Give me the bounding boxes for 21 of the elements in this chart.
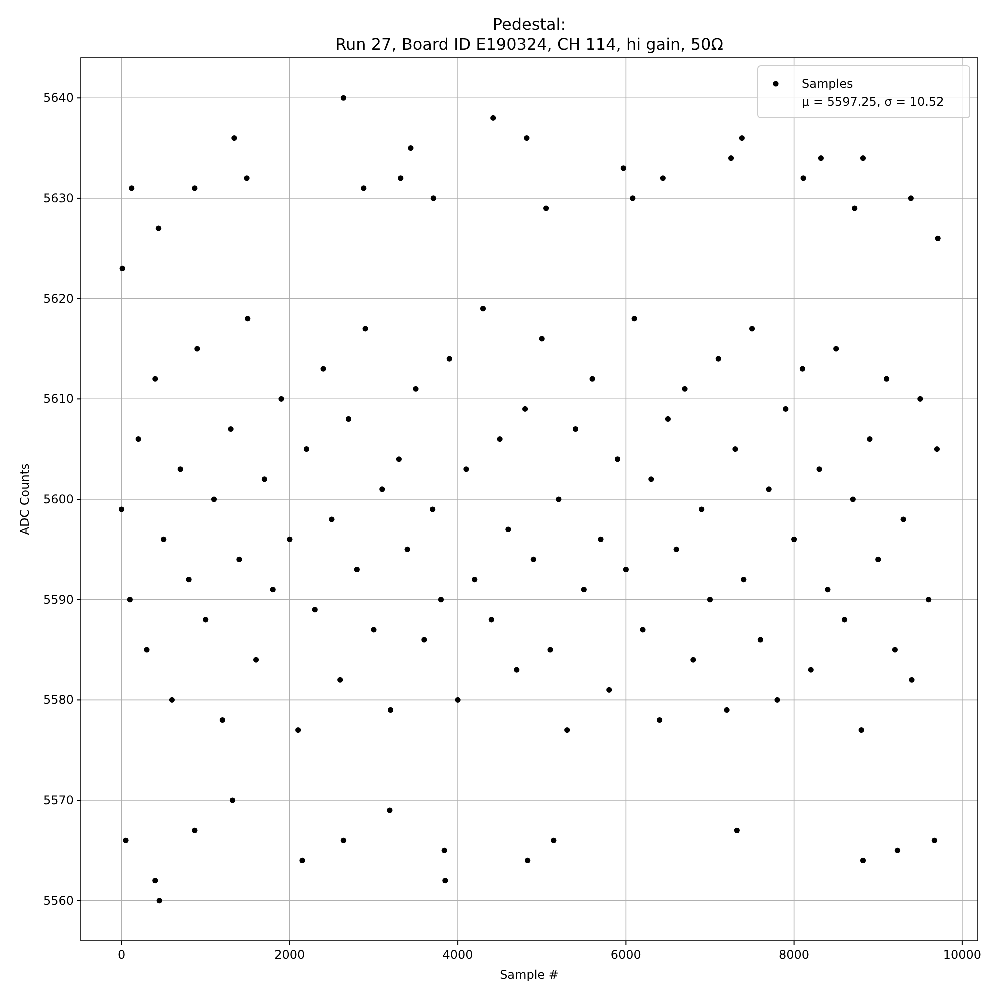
- y-tick-label: 5580: [43, 693, 74, 708]
- x-tick-label: 6000: [610, 948, 642, 962]
- x-axis-title: Sample #: [500, 968, 559, 982]
- y-tick-label: 5570: [43, 794, 74, 808]
- y-axis-title: ADC Counts: [18, 464, 32, 536]
- y-tick-label: 5610: [43, 392, 74, 406]
- x-tick-label: 8000: [779, 948, 810, 962]
- y-tick-label: 5560: [43, 894, 74, 908]
- legend-label: Samples: [802, 77, 854, 91]
- chart-subtitle: Run 27, Board ID E190324, CH 114, hi gain, 50Ω: [336, 35, 724, 54]
- x-tick-label: 2000: [274, 948, 306, 962]
- annotation: μ = 5597.25, σ = 10.52: [802, 95, 944, 109]
- x-tick-label: 0: [118, 948, 126, 962]
- y-tick-label: 5620: [43, 292, 74, 306]
- chart-title: Pedestal:: [492, 15, 566, 34]
- y-tick-label: 5640: [43, 91, 74, 106]
- x-tick-label: 10000: [943, 948, 982, 962]
- y-tick-label: 5630: [43, 191, 74, 206]
- y-tick-label: 5600: [43, 492, 74, 506]
- y-tick-label: 5590: [43, 592, 74, 607]
- x-tick-label: 4000: [442, 948, 474, 962]
